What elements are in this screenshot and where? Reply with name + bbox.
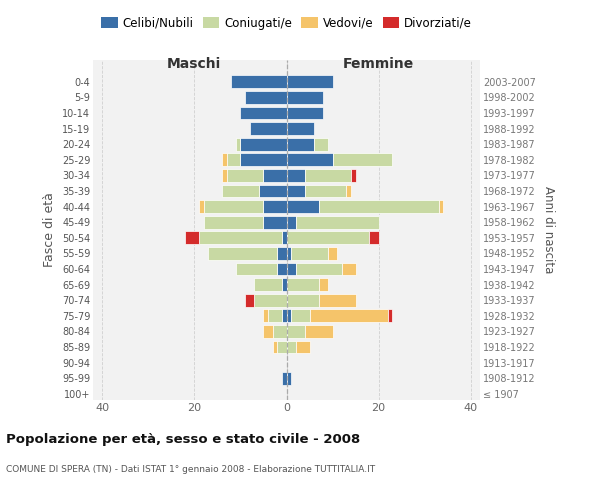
Bar xyxy=(263,216,287,228)
Bar xyxy=(287,294,319,306)
Text: Popolazione per età, sesso e stato civile - 2008: Popolazione per età, sesso e stato civil… xyxy=(6,432,360,446)
Bar xyxy=(287,325,305,338)
Bar xyxy=(287,184,305,198)
Bar xyxy=(199,232,282,244)
Bar xyxy=(222,169,227,182)
Bar xyxy=(319,294,356,306)
Bar xyxy=(287,232,370,244)
Bar xyxy=(241,106,287,120)
Bar xyxy=(282,310,287,322)
Bar xyxy=(245,294,254,306)
Bar xyxy=(310,310,388,322)
Legend: Celibi/Nubili, Coniugati/e, Vedovi/e, Divorziati/e: Celibi/Nubili, Coniugati/e, Vedovi/e, Di… xyxy=(98,13,475,34)
Bar xyxy=(296,262,342,276)
Bar xyxy=(241,154,287,166)
Bar xyxy=(263,200,287,213)
Bar xyxy=(305,325,332,338)
Bar xyxy=(236,138,241,150)
Bar xyxy=(227,154,241,166)
Bar xyxy=(305,169,351,182)
Bar xyxy=(291,310,310,322)
Bar xyxy=(203,216,263,228)
Bar xyxy=(282,372,287,384)
Bar xyxy=(272,325,287,338)
Bar xyxy=(203,200,263,213)
Bar xyxy=(296,340,310,353)
Bar xyxy=(319,200,439,213)
Bar xyxy=(231,76,287,88)
Bar xyxy=(254,294,287,306)
Text: Femmine: Femmine xyxy=(343,57,414,71)
Bar xyxy=(287,216,296,228)
Bar xyxy=(282,278,287,291)
Bar xyxy=(351,169,356,182)
Bar xyxy=(370,232,379,244)
Bar xyxy=(287,106,323,120)
Bar xyxy=(227,169,263,182)
Bar xyxy=(263,325,272,338)
Bar xyxy=(287,138,314,150)
Bar xyxy=(332,154,392,166)
Bar xyxy=(287,340,296,353)
Bar xyxy=(259,184,287,198)
Bar xyxy=(277,262,287,276)
Bar xyxy=(245,91,287,104)
Bar xyxy=(287,310,291,322)
Bar xyxy=(319,278,328,291)
Y-axis label: Fasce di età: Fasce di età xyxy=(43,192,56,268)
Bar xyxy=(328,247,337,260)
Bar xyxy=(342,262,356,276)
Text: COMUNE DI SPERA (TN) - Dati ISTAT 1° gennaio 2008 - Elaborazione TUTTITALIA.IT: COMUNE DI SPERA (TN) - Dati ISTAT 1° gen… xyxy=(6,466,375,474)
Bar xyxy=(277,247,287,260)
Bar xyxy=(282,232,287,244)
Bar xyxy=(287,278,319,291)
Bar xyxy=(250,122,287,135)
Bar xyxy=(185,232,199,244)
Bar xyxy=(305,184,346,198)
Bar xyxy=(272,340,277,353)
Bar xyxy=(222,184,259,198)
Bar xyxy=(287,372,291,384)
Bar xyxy=(263,169,287,182)
Bar xyxy=(296,216,379,228)
Bar xyxy=(439,200,443,213)
Bar xyxy=(287,262,296,276)
Bar xyxy=(287,200,319,213)
Bar xyxy=(208,247,277,260)
Bar xyxy=(287,247,291,260)
Bar xyxy=(263,310,268,322)
Bar xyxy=(388,310,392,322)
Bar xyxy=(314,138,328,150)
Bar xyxy=(277,340,287,353)
Bar xyxy=(222,154,227,166)
Bar xyxy=(287,122,314,135)
Bar xyxy=(241,138,287,150)
Bar xyxy=(199,200,203,213)
Bar xyxy=(287,91,323,104)
Bar xyxy=(287,76,332,88)
Y-axis label: Anni di nascita: Anni di nascita xyxy=(542,186,555,274)
Bar xyxy=(346,184,351,198)
Bar xyxy=(287,154,332,166)
Bar xyxy=(236,262,277,276)
Bar xyxy=(287,169,305,182)
Bar xyxy=(268,310,282,322)
Bar xyxy=(254,278,282,291)
Text: Maschi: Maschi xyxy=(167,57,221,71)
Bar xyxy=(291,247,328,260)
